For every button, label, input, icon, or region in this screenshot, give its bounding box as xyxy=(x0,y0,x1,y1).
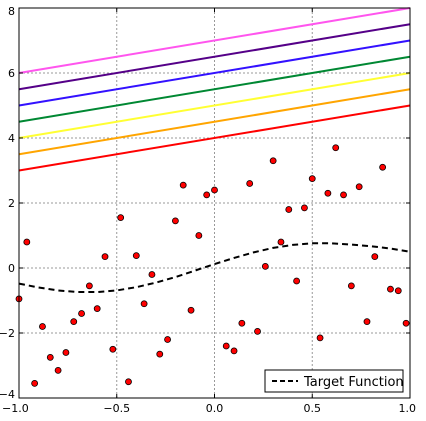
fit-line-7 xyxy=(18,7,411,74)
fit-line-2 xyxy=(18,88,411,156)
data-point xyxy=(93,305,101,313)
legend-label-target-function: Target Function xyxy=(303,375,404,390)
y-tick-label: −2 xyxy=(0,327,15,340)
y-tick-label: −4 xyxy=(0,388,15,401)
data-point xyxy=(355,183,363,191)
data-point xyxy=(347,282,355,290)
x-tick-label: −0.5 xyxy=(103,402,130,415)
data-point xyxy=(70,318,78,326)
data-point xyxy=(332,144,340,152)
x-tick-label: 0.0 xyxy=(206,402,224,415)
fit-line-1 xyxy=(18,104,411,172)
data-point xyxy=(371,253,379,261)
data-point xyxy=(230,347,238,355)
data-point xyxy=(31,379,39,387)
data-point xyxy=(125,378,132,386)
data-point xyxy=(195,232,203,239)
data-point xyxy=(379,163,387,171)
data-point xyxy=(132,252,140,260)
data-point xyxy=(23,238,31,246)
x-tick-labels: −1.0 −0.5 0.0 0.5 1.0 xyxy=(2,402,416,415)
data-point xyxy=(402,319,410,327)
y-tick-label: 6 xyxy=(8,67,15,80)
fit-line-5 xyxy=(18,39,411,107)
data-point xyxy=(277,238,285,246)
y-tick-label: 8 xyxy=(8,5,15,18)
data-point xyxy=(301,204,308,212)
data-point xyxy=(54,366,62,374)
y-tick-label: 4 xyxy=(8,132,15,145)
data-point xyxy=(324,189,332,197)
data-point xyxy=(101,253,109,261)
x-tick-label: 0.5 xyxy=(304,402,322,415)
y-tick-label: 2 xyxy=(8,197,15,210)
fit-line-3 xyxy=(18,72,411,139)
data-point xyxy=(269,157,277,165)
data-point xyxy=(164,336,171,343)
data-point xyxy=(39,323,46,330)
target-function-curve xyxy=(18,242,411,294)
data-point xyxy=(179,181,187,189)
data-point xyxy=(140,300,148,308)
data-point xyxy=(254,327,261,335)
data-point xyxy=(203,191,211,199)
y-tick-labels: −4 −2 0 2 4 6 8 xyxy=(0,5,15,401)
data-point xyxy=(340,191,347,199)
fit-lines xyxy=(18,7,411,172)
data-point xyxy=(308,175,316,183)
data-point xyxy=(109,345,117,353)
data-point xyxy=(222,342,230,350)
data-point xyxy=(85,282,93,290)
data-point xyxy=(171,217,179,225)
data-point xyxy=(238,319,246,327)
target-function-line xyxy=(18,242,411,294)
data-point xyxy=(363,318,371,326)
data-point xyxy=(62,349,70,356)
data-point xyxy=(78,310,85,317)
data-point xyxy=(187,306,195,314)
data-point xyxy=(394,287,402,295)
fit-line-6 xyxy=(18,23,411,91)
data-point xyxy=(285,206,293,213)
data-point xyxy=(211,186,218,194)
legend-box xyxy=(264,369,404,393)
data-point xyxy=(246,180,254,187)
x-tick-label: −1.0 xyxy=(2,402,29,415)
y-tick-label: 0 xyxy=(8,262,15,275)
legend: Target Function xyxy=(264,369,404,393)
data-point xyxy=(316,334,324,342)
data-points xyxy=(15,144,410,387)
axis-ticks xyxy=(18,7,411,399)
data-point xyxy=(148,271,156,278)
data-point xyxy=(387,285,394,293)
data-point xyxy=(261,262,269,270)
x-tick-label: 1.0 xyxy=(399,402,417,415)
data-point xyxy=(156,350,164,358)
data-point xyxy=(293,277,301,285)
fit-line-4 xyxy=(18,55,411,123)
data-point xyxy=(46,353,54,361)
data-point xyxy=(117,214,125,222)
